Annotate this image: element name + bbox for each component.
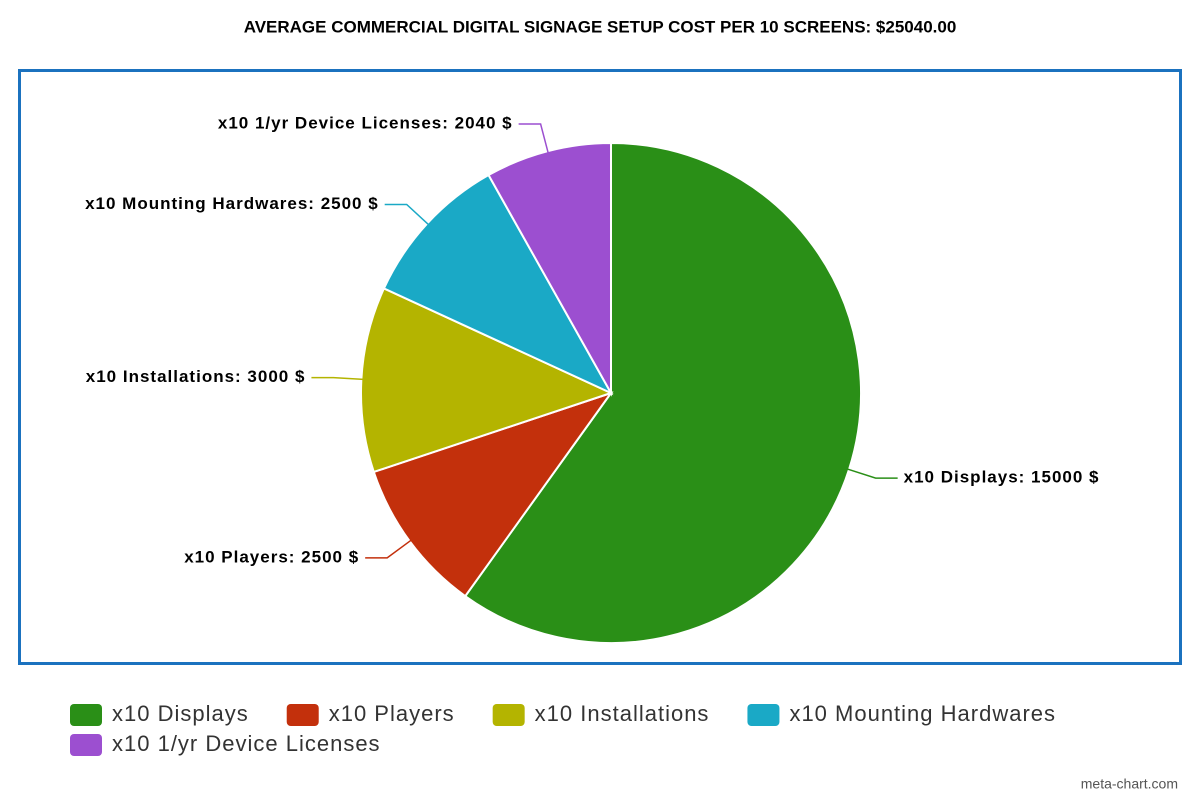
data-label: x10 Mounting Hardwares: 2500 $ <box>85 194 379 213</box>
legend-label: x10 1/yr Device Licenses <box>112 731 381 756</box>
data-label: x10 Displays: 15000 $ <box>904 468 1100 487</box>
legend-label: x10 Installations <box>535 701 710 726</box>
legend-label: x10 Mounting Hardwares <box>789 701 1056 726</box>
leader-line <box>311 376 364 381</box>
leader-line <box>846 468 898 479</box>
legend-swatch <box>286 704 319 726</box>
credit: meta-chart.com <box>1081 776 1178 792</box>
legend-swatch <box>747 704 780 726</box>
data-label: x10 Installations: 3000 $ <box>86 367 306 386</box>
leader-line <box>518 123 549 154</box>
leader-line <box>365 539 412 559</box>
legend-swatch <box>70 704 102 726</box>
leader-line <box>384 203 430 226</box>
legend-label: x10 Players <box>329 701 455 726</box>
chart-title: AVERAGE COMMERCIAL DIGITAL SIGNAGE SETUP… <box>244 17 957 36</box>
chart-frame <box>18 69 1182 665</box>
legend-label: x10 Displays <box>112 701 249 726</box>
data-label: x10 1/yr Device Licenses: 2040 $ <box>218 114 513 133</box>
legend-swatch <box>70 734 102 756</box>
data-label: x10 Players: 2500 $ <box>184 547 359 566</box>
legend-swatch <box>492 704 525 726</box>
